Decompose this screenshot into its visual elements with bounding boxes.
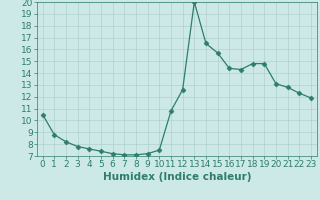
X-axis label: Humidex (Indice chaleur): Humidex (Indice chaleur)	[102, 172, 251, 182]
